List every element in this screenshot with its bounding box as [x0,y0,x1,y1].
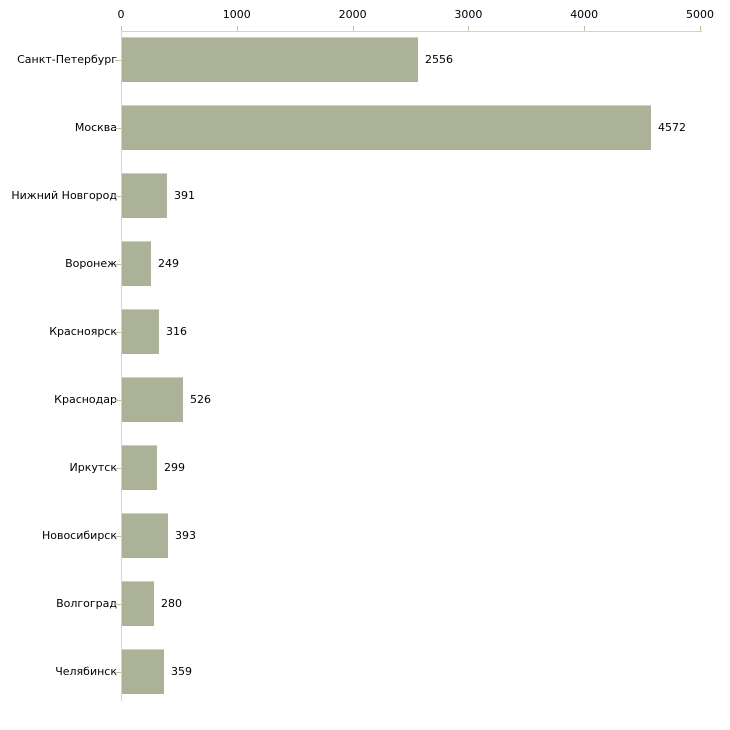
value-label: 280 [161,596,182,610]
category-label: Новосибирск [41,528,117,542]
y-tick-mark [115,535,121,537]
category-label: Санкт-Петербург [17,52,117,66]
category-label: Воронеж [65,256,117,270]
category-label: Челябинск [55,664,117,678]
bar [122,581,154,626]
bar [122,649,164,694]
x-tick-mark [352,26,354,31]
bar [122,173,167,218]
category-label: Краснодар [54,392,117,406]
value-label: 393 [175,528,196,542]
x-tick-mark [236,26,238,31]
bar [122,445,157,490]
value-label: 316 [166,324,187,338]
value-label: 526 [190,392,211,406]
y-axis-line [121,31,122,701]
bar [122,105,651,150]
y-tick-mark [115,195,121,197]
x-tick-label: 5000 [686,8,714,21]
y-tick-mark [115,59,121,61]
x-axis-line [121,31,702,32]
y-tick-mark [115,671,121,673]
x-tick-label: 0 [117,8,125,21]
y-tick-mark [115,331,121,333]
bar [122,37,418,82]
category-label: Иркутск [69,460,117,474]
category-label: Красноярск [49,324,117,338]
y-tick-mark [115,399,121,401]
value-label: 2556 [425,52,453,66]
bar [122,513,168,558]
x-tick-mark [700,26,701,31]
category-label: Москва [74,120,117,134]
y-tick-mark [115,127,121,129]
value-label: 299 [164,460,185,474]
y-tick-mark [115,467,121,469]
y-tick-mark [115,603,121,605]
value-label: 4572 [658,120,686,134]
x-tick-mark [468,26,470,31]
category-label: Волгоград [56,596,117,610]
bar [122,241,151,286]
category-label: Нижний Новгород [11,188,117,202]
x-tick-mark [584,26,586,31]
value-label: 359 [171,664,192,678]
x-tick-mark [121,26,122,31]
x-tick-label: 2000 [338,8,367,21]
value-label: 249 [158,256,179,270]
x-tick-label: 1000 [222,8,251,21]
bar [122,377,183,422]
y-tick-mark [115,263,121,265]
bar [122,309,159,354]
value-label: 391 [174,188,195,202]
x-tick-label: 3000 [454,8,483,21]
x-tick-label: 4000 [570,8,599,21]
